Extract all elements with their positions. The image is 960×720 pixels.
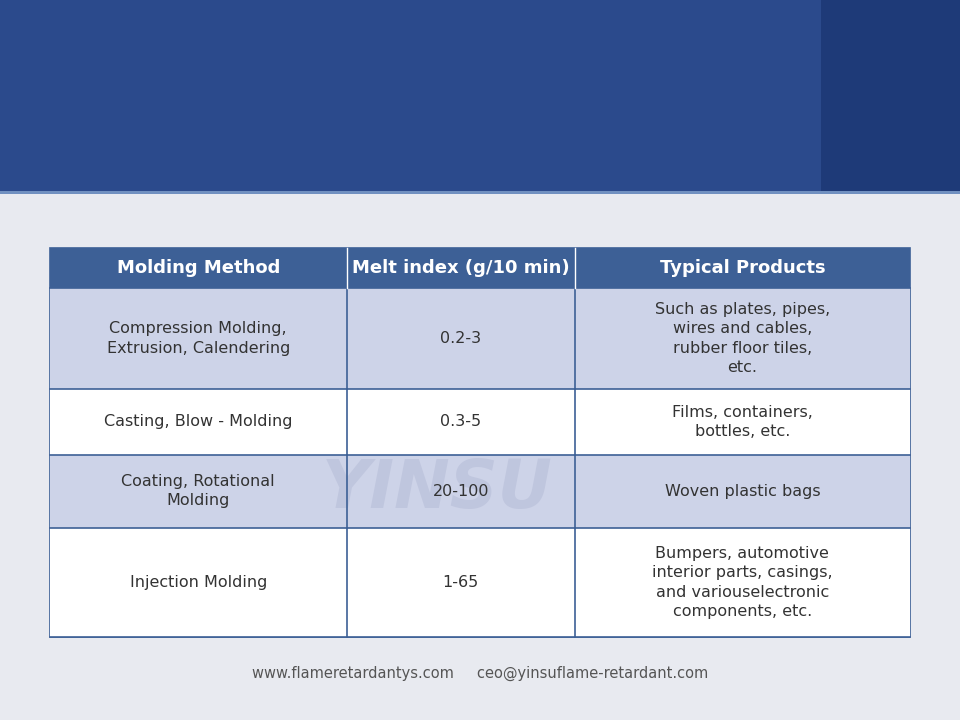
Text: Woven plastic bags: Woven plastic bags	[664, 484, 820, 498]
Bar	[50, 288, 910, 389]
Text: YINSU: YINSU	[861, 143, 920, 161]
Text: Coating, Rotational
Molding: Coating, Rotational Molding	[122, 474, 276, 508]
Text: 1-65: 1-65	[443, 575, 479, 590]
Text: 0.2-3: 0.2-3	[440, 331, 481, 346]
Text: Bumpers, automotive
interior parts, casings,
and variouselectronic
components, e: Bumpers, automotive interior parts, casi…	[652, 546, 832, 618]
Text: Table 1 Requirements For Melt Flow: Table 1 Requirements For Melt Flow	[44, 37, 777, 71]
Text: Such as plates, pipes,
wires and cables,
rubber floor tiles,
etc.: Such as plates, pipes, wires and cables,…	[655, 302, 830, 374]
Text: Casting, Blow - Molding: Casting, Blow - Molding	[104, 414, 293, 429]
Bar	[50, 528, 910, 637]
Bar	[50, 248, 910, 637]
Text: YINSU: YINSU	[322, 456, 552, 523]
Text: Injection Molding: Injection Molding	[130, 575, 267, 590]
Text: 0.3-5: 0.3-5	[440, 414, 481, 429]
Text: Typical Products: Typical Products	[660, 259, 826, 277]
Text: Index Of Materials For Different: Index Of Materials For Different	[85, 88, 735, 122]
Bar	[50, 454, 910, 528]
Bar	[50, 248, 910, 288]
Bar	[50, 389, 910, 454]
Text: Compression Molding,
Extrusion, Calendering: Compression Molding, Extrusion, Calender…	[107, 321, 290, 356]
Text: Melt index (g/10 min): Melt index (g/10 min)	[351, 259, 569, 277]
Text: Films, containers,
bottles, etc.: Films, containers, bottles, etc.	[672, 405, 813, 438]
Text: www.flameretardantys.com     ceo@yinsuflame-retardant.com: www.flameretardantys.com ceo@yinsuflame-…	[252, 665, 708, 681]
Text: Molding Processes: Molding Processes	[221, 140, 600, 174]
Text: 20-100: 20-100	[432, 484, 489, 498]
Text: Molding Method: Molding Method	[116, 259, 280, 277]
